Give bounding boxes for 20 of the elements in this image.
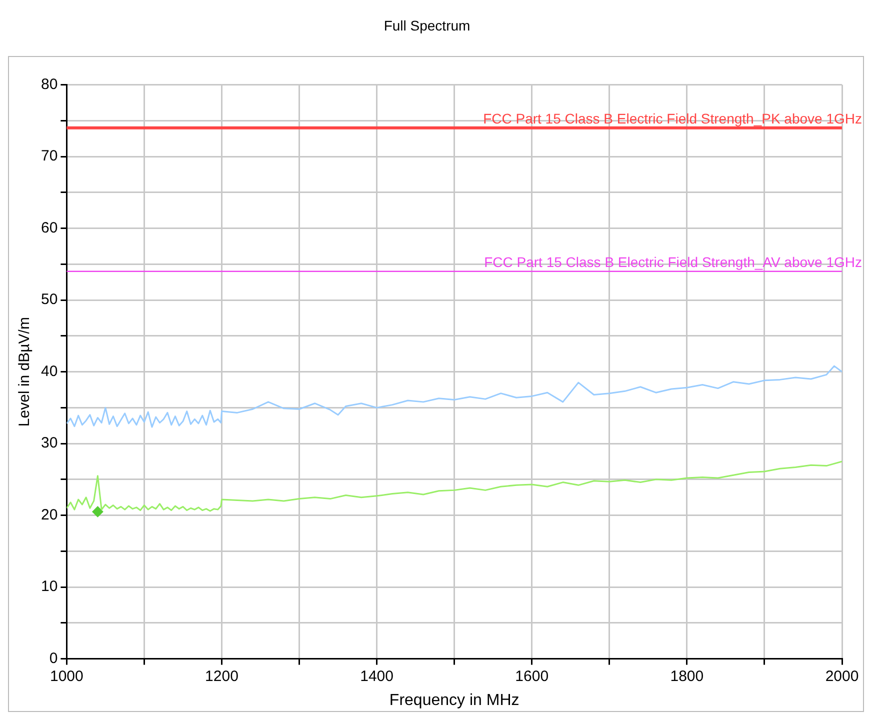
ref-line-label: FCC Part 15 Class B Electric Field Strength_PK above 1GHz xyxy=(483,110,862,127)
x-tick-label: 1600 xyxy=(515,668,549,685)
y-tick-label: 40 xyxy=(40,362,58,380)
y-tick-label: 0 xyxy=(49,650,58,667)
y-tick-label: 20 xyxy=(40,506,58,524)
y-tick-label: 60 xyxy=(40,219,58,236)
x-tick-label: 2000 xyxy=(825,668,859,685)
x-tick-label: 1200 xyxy=(205,668,238,685)
y-tick-label: 30 xyxy=(40,434,58,452)
chart-title: Full Spectrum xyxy=(384,17,470,34)
y-tick-label: 50 xyxy=(40,291,58,308)
x-axis-title: Frequency in MHz xyxy=(389,692,520,709)
y-tick-label: 10 xyxy=(40,578,58,596)
x-tick-label: 1400 xyxy=(360,668,394,685)
x-tick-label: 1000 xyxy=(50,668,84,685)
y-axis-title: Level in dBµV/m xyxy=(16,317,34,427)
ref-line-label: FCC Part 15 Class B Electric Field Strength_AV above 1GHz xyxy=(484,254,862,270)
y-tick-label: 80 xyxy=(40,76,58,93)
x-tick-label: 1800 xyxy=(670,668,704,685)
y-tick-label: 70 xyxy=(40,148,58,165)
